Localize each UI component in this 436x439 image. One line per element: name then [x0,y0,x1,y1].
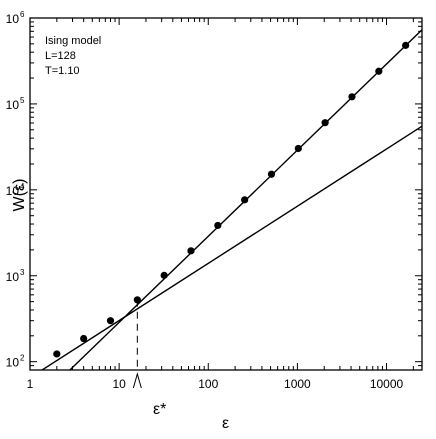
data-point [241,196,249,204]
epsilon-star-caret [132,372,142,389]
x-axis-title: ε [222,415,229,432]
y-tick-exponent: 4 [20,182,25,191]
y-tick-label: 10 [6,270,20,284]
data-point [214,221,222,230]
fit-line [40,125,422,370]
data-point [187,247,195,255]
data-point [375,67,383,75]
y-tick-exponent: 3 [20,268,25,277]
annotation-line-1: Ising model [45,35,101,47]
x-tick-label: 10 [112,377,126,391]
x-tick-label: 1000 [284,377,311,391]
data-point [348,93,356,101]
y-tick-exponent: 5 [20,96,25,105]
data-point [80,334,88,343]
y-tick-label: 10 [6,98,20,112]
y-tick-label: 10 [6,356,20,370]
data-point [53,350,61,358]
y-tick-label: 10 [6,12,20,26]
data-point [321,119,329,127]
data-point [106,317,115,325]
data-point [402,41,410,49]
x-tick-label: 10000 [370,377,404,391]
y-tick-label: 10 [6,184,20,198]
data-point [294,144,302,153]
annotation-line-2: L=128 [45,50,76,62]
annotation-line-3: T=1.10 [45,65,80,77]
x-tick-label: 1 [27,377,34,391]
data-point [267,170,276,178]
data-point [160,271,168,279]
y-tick-exponent: 2 [20,354,25,363]
data-point [133,296,141,304]
y-axis-title: W(ε) [11,179,28,212]
epsilon-star-label: ε* [153,401,166,418]
x-tick-label: 100 [198,377,218,391]
plot-frame [29,17,423,371]
y-tick-exponent: 6 [20,10,25,19]
